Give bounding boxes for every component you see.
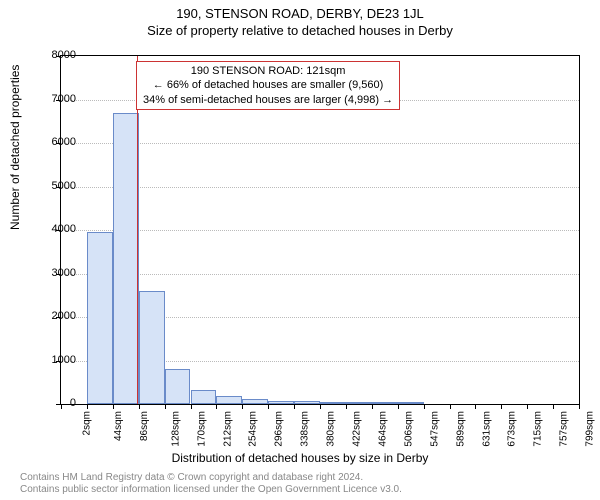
ytick-label: 3000 <box>52 267 76 279</box>
gridline-h <box>61 274 579 275</box>
xtick-mark <box>372 404 373 409</box>
xtick-mark <box>165 404 166 409</box>
annotation-line-3: 34% of semi-detached houses are larger (… <box>143 93 393 107</box>
footer-line-2: Contains public sector information licen… <box>20 484 402 496</box>
xtick-label: 673sqm <box>507 411 518 447</box>
ytick-label: 4000 <box>52 223 76 235</box>
y-axis-label: Number of detached properties <box>8 65 22 230</box>
chart-supertitle: 190, STENSON ROAD, DERBY, DE23 1JL <box>0 0 600 21</box>
xtick-label: 212sqm <box>222 411 233 447</box>
xtick-mark <box>501 404 502 409</box>
xtick-label: 170sqm <box>196 411 207 447</box>
xtick-mark <box>61 404 62 409</box>
xtick-label: 254sqm <box>248 411 259 447</box>
xtick-mark <box>87 404 88 409</box>
xtick-mark <box>191 404 192 409</box>
histogram-bar <box>139 291 165 404</box>
footer-line-1: Contains HM Land Registry data © Crown c… <box>20 472 402 484</box>
xtick-mark <box>450 404 451 409</box>
xtick-mark <box>139 404 140 409</box>
xtick-label: 799sqm <box>585 411 596 447</box>
ytick-label: 0 <box>70 397 76 409</box>
xtick-label: 547sqm <box>429 411 440 447</box>
xtick-mark <box>216 404 217 409</box>
ytick-label: 5000 <box>52 180 76 192</box>
annotation-line-2: ← 66% of detached houses are smaller (9,… <box>143 78 393 92</box>
histogram-bar <box>87 232 113 404</box>
xtick-label: 715sqm <box>533 411 544 447</box>
xtick-label: 631sqm <box>481 411 492 447</box>
gridline-h <box>61 230 579 231</box>
xtick-mark <box>475 404 476 409</box>
xtick-mark <box>268 404 269 409</box>
histogram-bar <box>242 399 268 404</box>
xtick-label: 296sqm <box>274 411 285 447</box>
xtick-mark <box>527 404 528 409</box>
xtick-label: 380sqm <box>326 411 337 447</box>
xtick-mark <box>579 404 580 409</box>
xtick-mark <box>242 404 243 409</box>
xtick-mark <box>113 404 114 409</box>
histogram-bar <box>268 401 294 404</box>
xtick-label: 338sqm <box>300 411 311 447</box>
xtick-label: 44sqm <box>113 411 124 441</box>
ytick-label: 7000 <box>52 93 76 105</box>
xtick-mark <box>398 404 399 409</box>
ytick-label: 8000 <box>52 49 76 61</box>
xtick-mark <box>294 404 295 409</box>
xtick-label: 128sqm <box>170 411 181 447</box>
histogram-bar <box>398 402 424 404</box>
histogram-bar <box>294 401 320 404</box>
ytick-label: 6000 <box>52 136 76 148</box>
xtick-mark <box>320 404 321 409</box>
chart-title: Size of property relative to detached ho… <box>0 21 600 38</box>
xtick-label: 757sqm <box>559 411 570 447</box>
xtick-label: 589sqm <box>455 411 466 447</box>
xtick-label: 86sqm <box>139 411 150 441</box>
xtick-mark <box>346 404 347 409</box>
xtick-label: 422sqm <box>352 411 363 447</box>
annotation-box: 190 STENSON ROAD: 121sqm← 66% of detache… <box>136 61 400 110</box>
xtick-label: 464sqm <box>377 411 388 447</box>
histogram-bar <box>113 113 139 404</box>
x-axis-label: Distribution of detached houses by size … <box>0 451 600 465</box>
annotation-line-1: 190 STENSON ROAD: 121sqm <box>143 64 393 78</box>
histogram-bar <box>346 402 372 404</box>
xtick-label: 506sqm <box>403 411 414 447</box>
gridline-h <box>61 143 579 144</box>
ytick-label: 1000 <box>52 354 76 366</box>
footer-attribution: Contains HM Land Registry data © Crown c… <box>20 472 402 496</box>
xtick-mark <box>424 404 425 409</box>
ytick-label: 2000 <box>52 310 76 322</box>
histogram-bar <box>191 390 217 404</box>
xtick-mark <box>553 404 554 409</box>
xtick-label: 2sqm <box>81 411 92 435</box>
histogram-bar <box>372 402 398 404</box>
histogram-bar <box>216 396 242 404</box>
gridline-h <box>61 187 579 188</box>
histogram-bar <box>165 369 191 404</box>
histogram-bar <box>320 402 346 404</box>
plot-area: 190 STENSON ROAD: 121sqm← 66% of detache… <box>60 55 580 405</box>
